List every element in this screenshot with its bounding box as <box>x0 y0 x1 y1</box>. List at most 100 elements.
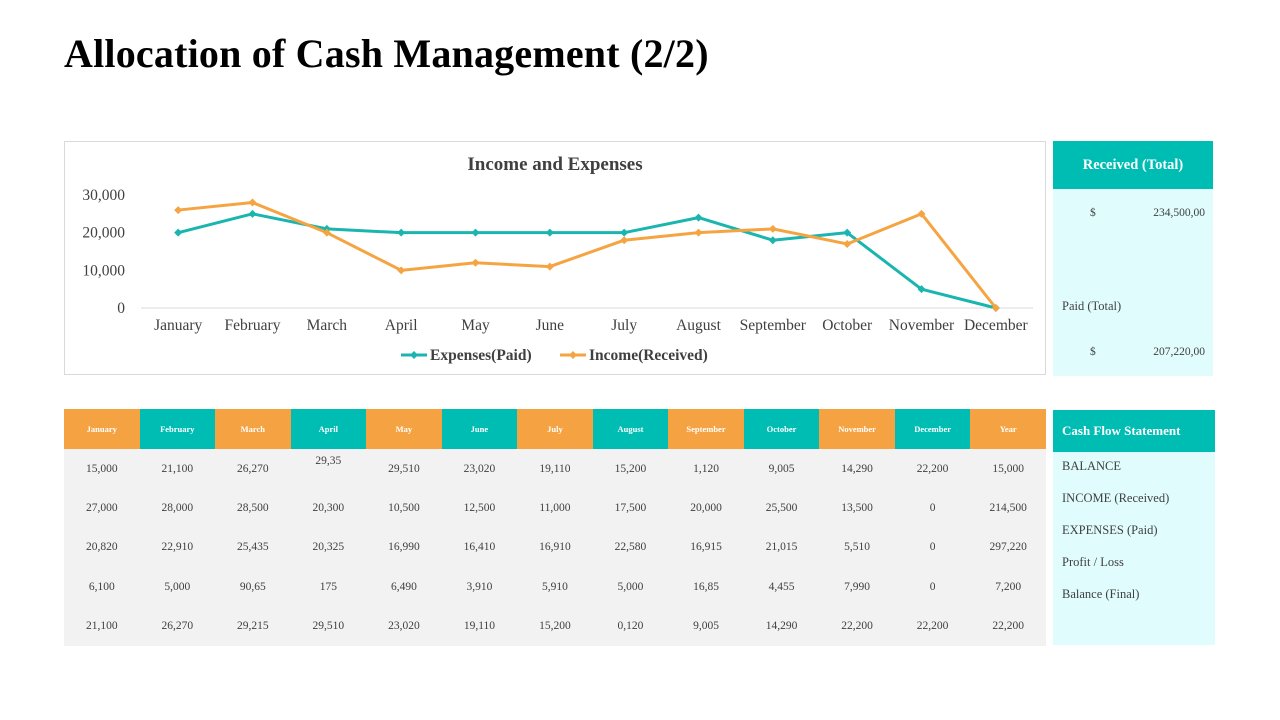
y-tick-label: 30,000 <box>82 187 125 204</box>
data-point-expenses <box>843 228 852 237</box>
table-cell: 7,200 <box>995 580 1022 593</box>
table-cell: 19,110 <box>463 620 496 633</box>
page-title: Allocation of Cash Management (2/2) <box>64 31 709 76</box>
table-cell: 29,510 <box>312 620 345 633</box>
table-header-row: January February March April May June July Augu… <box>64 409 1046 449</box>
table-header-cell: June <box>441 409 518 449</box>
table-header-cell: December <box>894 409 971 449</box>
table-header-cell: March <box>215 409 291 449</box>
table-cell: 5,000 <box>164 580 191 593</box>
received-total-header: Received (Total) <box>1053 141 1213 189</box>
table-cell: 9,005 <box>768 462 795 475</box>
x-tick-label: January <box>154 317 202 334</box>
table-cell: 10,500 <box>388 502 420 515</box>
table-cell: 4,455 <box>768 580 795 593</box>
data-point-income <box>545 262 554 271</box>
paid-currency: $ <box>1090 346 1096 358</box>
table-cell: 0 <box>929 541 936 554</box>
legend-marker <box>569 351 577 359</box>
table-cell: 5,000 <box>617 580 644 593</box>
data-point-income <box>248 198 257 207</box>
table-cell: 13,500 <box>841 502 873 515</box>
table-cell: 7,990 <box>844 580 871 593</box>
y-tick-label: 20,000 <box>82 225 125 242</box>
table-cell: 5,510 <box>844 541 871 554</box>
table-cell: 0 <box>929 580 936 593</box>
legend-marker <box>410 351 418 359</box>
table-cell: 3,910 <box>466 580 493 593</box>
legend-label: Expenses(Paid) <box>430 347 532 364</box>
chart-title: Income and Expenses <box>467 154 642 175</box>
table-cell: 22,200 <box>916 620 949 633</box>
table-header-cell: February <box>139 409 216 449</box>
table-cell: 23,020 <box>388 620 420 633</box>
x-tick-label: December <box>964 317 1029 334</box>
table-cell: 11,000 <box>539 502 571 515</box>
x-tick-label: April <box>385 317 418 334</box>
data-point-income <box>843 239 852 248</box>
series-line-expenses <box>177 212 997 310</box>
table-cell: 29,510 <box>388 462 420 475</box>
data-point-income <box>174 206 183 215</box>
table-header-cell: April <box>290 409 367 449</box>
table-cell: 23,020 <box>463 462 496 475</box>
table-row: 6,100 5,000 90,65 175 6,490 3,910 5,910 5,000 16… <box>64 567 1046 606</box>
table-cell: 14,290 <box>765 620 798 633</box>
table-cell: 22,910 <box>161 541 194 554</box>
x-tick-label: February <box>225 317 281 334</box>
line-chart-svg: Income and Expenses 30,00020,00010,0000 … <box>82 154 1033 364</box>
table-cell: 21,015 <box>765 541 798 554</box>
table-cell: 25,435 <box>237 541 269 554</box>
table-cell: 20,300 <box>312 502 345 515</box>
cash-flow-item: EXPENSES (Paid) <box>1062 523 1158 537</box>
cash-flow-list: BALANCE INCOME (Received) EXPENSES (Paid) P… <box>1053 452 1215 618</box>
table-cell: 25,500 <box>765 502 798 515</box>
table-cell: 16,85 <box>693 580 719 593</box>
data-point-income <box>322 228 331 237</box>
data-point-expenses <box>545 228 554 237</box>
series-line-income <box>178 201 998 309</box>
received-currency: $ <box>1090 207 1096 219</box>
table-cell: 26,270 <box>237 462 269 475</box>
data-point-expenses <box>248 209 257 218</box>
paid-amount: 207,220,00 <box>1153 346 1205 358</box>
x-tick-label: October <box>822 317 873 334</box>
data-point-expenses <box>471 228 480 237</box>
table-cell: 29,215 <box>237 620 269 633</box>
cash-flow-item: BALANCE <box>1062 459 1122 473</box>
table-cell: 297,220 <box>989 541 1027 554</box>
data-point-expenses <box>174 228 183 237</box>
table-cell: 0 <box>929 502 936 515</box>
data-point-income <box>471 258 480 267</box>
income-expenses-chart: Income and Expenses 30,000 20,000 10,000 0 … <box>64 141 1046 375</box>
table-cell: 5,910 <box>542 580 568 593</box>
table-cell: 14,290 <box>841 462 873 475</box>
cash-flow-panel: Cash Flow Statement BALANCE INCOME (Recei… <box>1053 410 1215 645</box>
x-tick-label: November <box>889 317 955 334</box>
table-cell: 175 <box>319 580 337 593</box>
data-point-expenses <box>694 213 703 222</box>
table-cell: 22,200 <box>841 620 873 633</box>
table-cell: 15,000 <box>992 462 1024 475</box>
x-tick-label: September <box>740 317 807 334</box>
table-cell: 15,000 <box>85 462 118 475</box>
data-point-income <box>991 304 1000 312</box>
table-cell: 15,200 <box>614 462 647 475</box>
data-point-expenses <box>768 236 777 245</box>
table-row: 27,000 28,000 28,500 20,300 10,500 12,500 11,0… <box>64 488 1046 527</box>
table-header-cell: November <box>819 409 895 449</box>
table-cell: 16,410 <box>463 541 496 554</box>
table-cell: 21,100 <box>85 620 118 633</box>
legend-label: Income(Received) <box>589 347 708 364</box>
table-cell: 16,915 <box>690 541 722 554</box>
table-cell: 20,325 <box>312 541 345 554</box>
x-tick-label: July <box>611 317 637 334</box>
x-tick-label: August <box>676 317 721 334</box>
table-cell: 6,490 <box>390 580 417 593</box>
table-row: 15,000 21,100 26,270 29,35 29,510 23,020 19,11… <box>64 449 1046 488</box>
table-cell: 20,820 <box>85 541 118 554</box>
received-amount: 234,500,00 <box>1153 207 1205 219</box>
table-cell: 1,120 <box>693 462 719 475</box>
x-tick-label: June <box>536 317 565 334</box>
cash-flow-item: Profit / Loss <box>1062 555 1124 569</box>
